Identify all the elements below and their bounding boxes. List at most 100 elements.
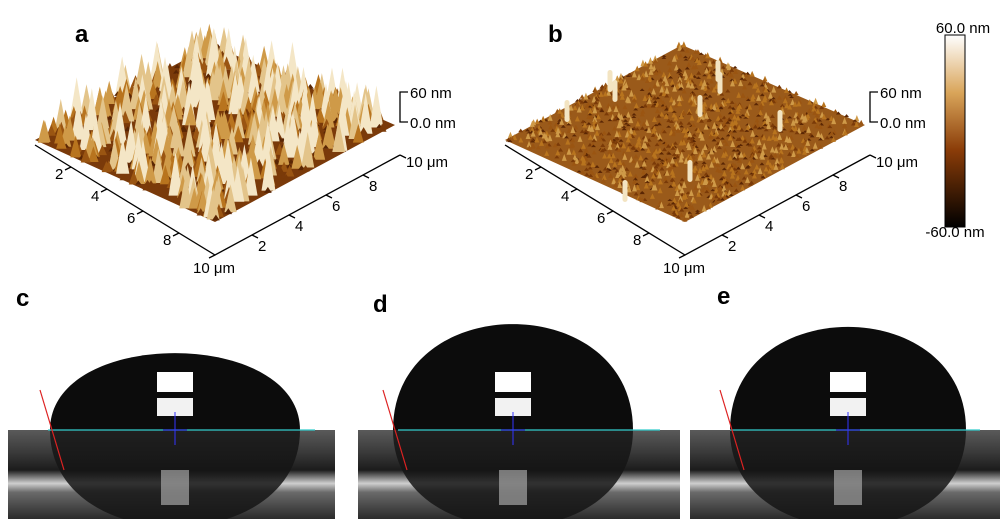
afm-peak (647, 86, 653, 92)
afm-peak (684, 48, 690, 53)
afm-peak (702, 58, 708, 63)
afm-peak (696, 181, 702, 189)
afm-peak (661, 56, 667, 59)
afm-peak (530, 144, 536, 149)
afm-peak (622, 115, 628, 118)
afm-peak (710, 188, 716, 192)
afm-peak (677, 198, 683, 203)
droplet-panel: c (8, 285, 335, 519)
afm-peak (742, 84, 748, 90)
afm-peak (770, 157, 776, 160)
afm-peak (640, 109, 646, 114)
afm-peak (658, 179, 664, 185)
afm-peak (727, 154, 733, 161)
afm-peak (696, 59, 702, 66)
afm-peak (716, 188, 722, 194)
afm-peak (648, 68, 654, 75)
afm-peak (700, 82, 706, 90)
afm-peak (639, 191, 645, 195)
y-tick-label: 8 (369, 178, 377, 195)
afm-peak (597, 136, 603, 142)
afm-spike (777, 110, 783, 132)
afm-peak (658, 162, 664, 168)
afm-peak (648, 62, 654, 70)
afm-peak (715, 135, 721, 140)
afm-peak (278, 142, 290, 165)
afm-peak (740, 185, 746, 191)
z-label: 60 nm (880, 85, 922, 102)
afm-peak (711, 138, 717, 142)
afm-peak (678, 120, 684, 125)
afm-peak (781, 136, 787, 142)
afm-peak (729, 67, 735, 72)
afm-peak (667, 67, 673, 72)
afm-peak (674, 147, 680, 154)
afm-peak (627, 132, 633, 139)
afm-peak (612, 125, 618, 131)
afm-peak (772, 126, 778, 130)
afm-peak (287, 159, 295, 164)
afm-peak (282, 174, 291, 181)
afm-peak (728, 113, 734, 119)
afm-peak (231, 165, 245, 202)
afm-peak (322, 144, 329, 149)
afm-peak (704, 174, 710, 178)
afm-peak (580, 169, 586, 174)
afm-peak (749, 137, 755, 144)
afm-peak (762, 96, 768, 103)
afm-peak (664, 86, 670, 94)
afm-peak (652, 55, 658, 62)
afm-peak (743, 73, 749, 78)
tangent (719, 389, 745, 471)
afm-peak (669, 164, 675, 169)
afm-peak (670, 201, 676, 205)
afm-peak (771, 97, 777, 100)
afm-peak (37, 119, 50, 143)
afm-peak (740, 114, 746, 117)
afm-peak (729, 172, 735, 179)
afm-peak (736, 124, 742, 131)
afm-peak (652, 95, 658, 100)
afm-peak (547, 134, 553, 142)
afm-peak (670, 172, 676, 178)
afm-peak (683, 201, 689, 207)
afm-peak (607, 139, 613, 146)
afm-peak (700, 165, 706, 172)
afm-peak (592, 106, 598, 114)
afm-peak (742, 138, 748, 143)
afm-peak (724, 141, 730, 146)
afm-peak (767, 168, 773, 174)
afm-peak (751, 172, 757, 179)
afm-peak (640, 175, 646, 178)
afm-peak (586, 154, 592, 158)
afm-peak (769, 146, 775, 153)
afm-peak (653, 134, 659, 139)
afm-peak (643, 182, 649, 189)
afm-peak (661, 80, 667, 85)
afm-peak (791, 150, 797, 157)
afm-peak (582, 100, 588, 103)
afm-peak (587, 105, 593, 108)
afm-peak (708, 70, 714, 75)
afm-peak (695, 76, 701, 80)
afm-peak (690, 64, 696, 70)
afm-peak (646, 92, 652, 95)
afm-peak (689, 82, 695, 89)
afm-peak (244, 157, 258, 196)
afm-peak (759, 83, 765, 87)
afm-peak (711, 180, 717, 187)
afm-peak (750, 147, 756, 153)
afm-peak (54, 98, 68, 133)
afm-peak (641, 160, 647, 167)
afm-peak (751, 168, 757, 175)
afm-peak (718, 140, 724, 147)
afm-peak (728, 193, 734, 196)
afm-peak (765, 159, 771, 165)
afm-peak (359, 127, 368, 135)
light-reflection (834, 470, 862, 505)
afm-peak (652, 58, 658, 64)
afm-peak (507, 131, 513, 138)
afm-peak (664, 93, 670, 98)
afm-peak (666, 125, 672, 128)
afm-peak (595, 114, 601, 120)
